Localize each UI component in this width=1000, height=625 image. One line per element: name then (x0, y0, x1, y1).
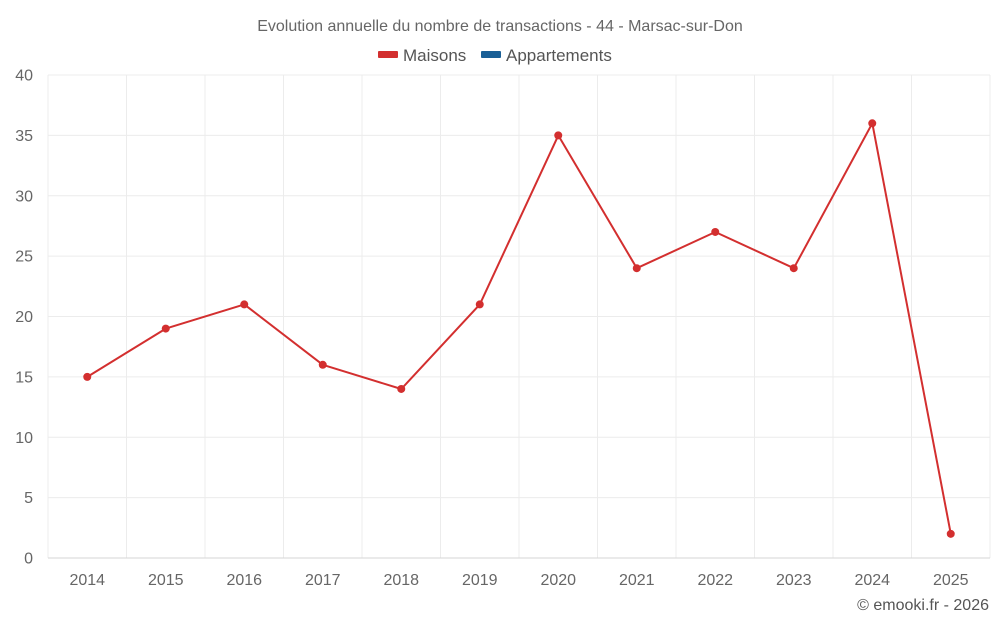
gridlines (47, 74, 991, 558)
y-tick-label: 5 (24, 490, 33, 507)
legend-item-maisons[interactable]: Maisons (378, 46, 466, 65)
y-tick-label: 35 (15, 128, 33, 145)
y-tick-label: 40 (15, 68, 33, 85)
x-tick-label-2020: 2020 (540, 572, 576, 589)
x-tick-label-2015: 2015 (148, 572, 184, 589)
data-point-maisons-2022[interactable] (711, 227, 720, 236)
x-tick-label-2017: 2017 (305, 572, 341, 589)
x-tick-label-2023: 2023 (776, 572, 812, 589)
legend-label-maisons: Maisons (403, 46, 466, 65)
x-tick-label-2021: 2021 (619, 572, 655, 589)
y-tick-label: 25 (15, 249, 33, 266)
x-tick-label-2025: 2025 (933, 572, 969, 589)
data-point-maisons-2017[interactable] (318, 360, 327, 369)
x-tick-label-2014: 2014 (69, 572, 105, 589)
data-point-maisons-2023[interactable] (789, 264, 798, 273)
data-point-maisons-2018[interactable] (397, 384, 406, 393)
series-line-maisons (86, 122, 952, 535)
data-point-maisons-2016[interactable] (240, 300, 249, 309)
x-tick-label-2018: 2018 (383, 572, 419, 589)
y-tick-label: 15 (15, 369, 33, 386)
legend-label-appartements: Appartements (506, 46, 612, 65)
data-point-maisons-2021[interactable] (632, 264, 641, 273)
x-tick-label-2016: 2016 (226, 572, 262, 589)
data-point-maisons-2020[interactable] (554, 131, 563, 140)
series-group (83, 119, 955, 538)
x-tick-label-2024: 2024 (854, 572, 890, 589)
chart-title: Evolution annuelle du nombre de transact… (257, 18, 743, 35)
y-tick-label: 10 (15, 430, 33, 447)
y-tick-label: 20 (15, 309, 33, 326)
data-point-maisons-2025[interactable] (946, 529, 955, 538)
legend-swatch-maisons (378, 51, 398, 58)
x-tick-label-2022: 2022 (697, 572, 733, 589)
data-point-maisons-2014[interactable] (83, 372, 92, 381)
data-point-maisons-2019[interactable] (475, 300, 484, 309)
x-axis-ticks: 2014 2015 2016 2017 2018 2019 2020 2021 2022 2023… (69, 572, 968, 589)
data-point-maisons-2015[interactable] (161, 324, 170, 333)
legend: Maisons Appartements (378, 46, 612, 65)
y-axis-ticks: 0 5 10 15 20 25 30 35 40 (15, 68, 33, 568)
y-tick-label: 30 (15, 188, 33, 205)
legend-item-appartements[interactable]: Appartements (481, 46, 612, 65)
x-tick-label-2019: 2019 (462, 572, 498, 589)
legend-swatch-appartements (481, 51, 501, 58)
credit-text: © emooki.fr - 2026 (857, 597, 989, 614)
data-point-maisons-2024[interactable] (868, 119, 877, 128)
y-tick-label: 0 (24, 551, 33, 568)
